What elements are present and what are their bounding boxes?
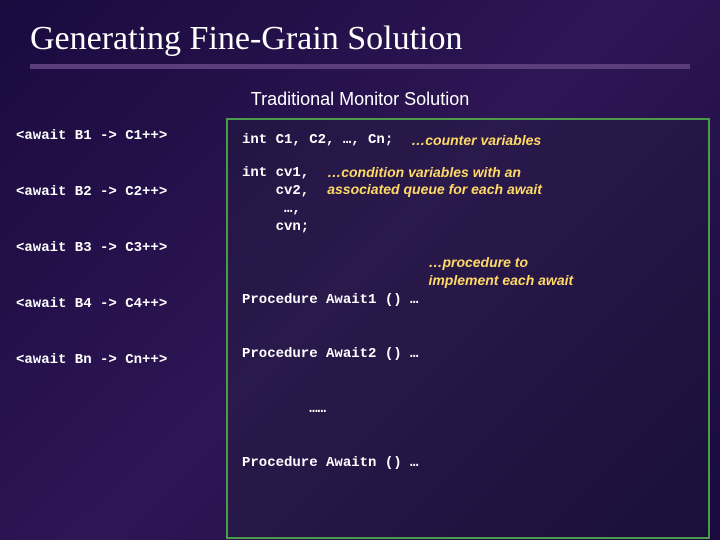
content-area: <await B1 -> C1++> <await B2 -> C2++> <a… [0, 118, 720, 539]
monitor-box: int C1, C2, …, Cn; …counter variables in… [226, 118, 710, 539]
procedures-row: Procedure Await1 () … Procedure Await2 (… [242, 254, 698, 509]
await-item: <await B4 -> C4++> [16, 296, 216, 312]
monitor-panel: int C1, C2, …, Cn; …counter variables in… [226, 118, 710, 539]
procedures-annotation: …procedure to implement each await [428, 254, 578, 289]
subtitle: Traditional Monitor Solution [0, 89, 720, 110]
procedures-decl: Procedure Await1 () … Procedure Await2 (… [242, 254, 418, 509]
proc-line: Procedure Await2 () … [242, 345, 418, 363]
slide: Generating Fine-Grain Solution Tradition… [0, 0, 720, 540]
title-area: Generating Fine-Grain Solution [0, 0, 720, 79]
counters-row: int C1, C2, …, Cn; …counter variables [242, 132, 698, 150]
counters-annotation: …counter variables [411, 132, 541, 150]
title-underline [30, 64, 690, 69]
await-item: <await B3 -> C3++> [16, 240, 216, 256]
proc-line: Procedure Awaitn () … [242, 454, 418, 472]
proc-line: Procedure Await1 () … [242, 291, 418, 309]
page-title: Generating Fine-Grain Solution [30, 20, 690, 58]
counters-decl: int C1, C2, …, Cn; [242, 132, 393, 148]
await-item: <await B2 -> C2++> [16, 184, 216, 200]
condvars-annotation: …condition variables with an associated … [327, 164, 557, 199]
condvars-row: int cv1, cv2, …, cvn; …condition variabl… [242, 164, 698, 237]
proc-dots: …… [242, 400, 418, 418]
await-list: <await B1 -> C1++> <await B2 -> C2++> <a… [16, 118, 216, 539]
await-item: <await B1 -> C1++> [16, 128, 216, 144]
await-item: <await Bn -> Cn++> [16, 352, 216, 368]
condvars-decl: int cv1, cv2, …, cvn; [242, 164, 309, 237]
